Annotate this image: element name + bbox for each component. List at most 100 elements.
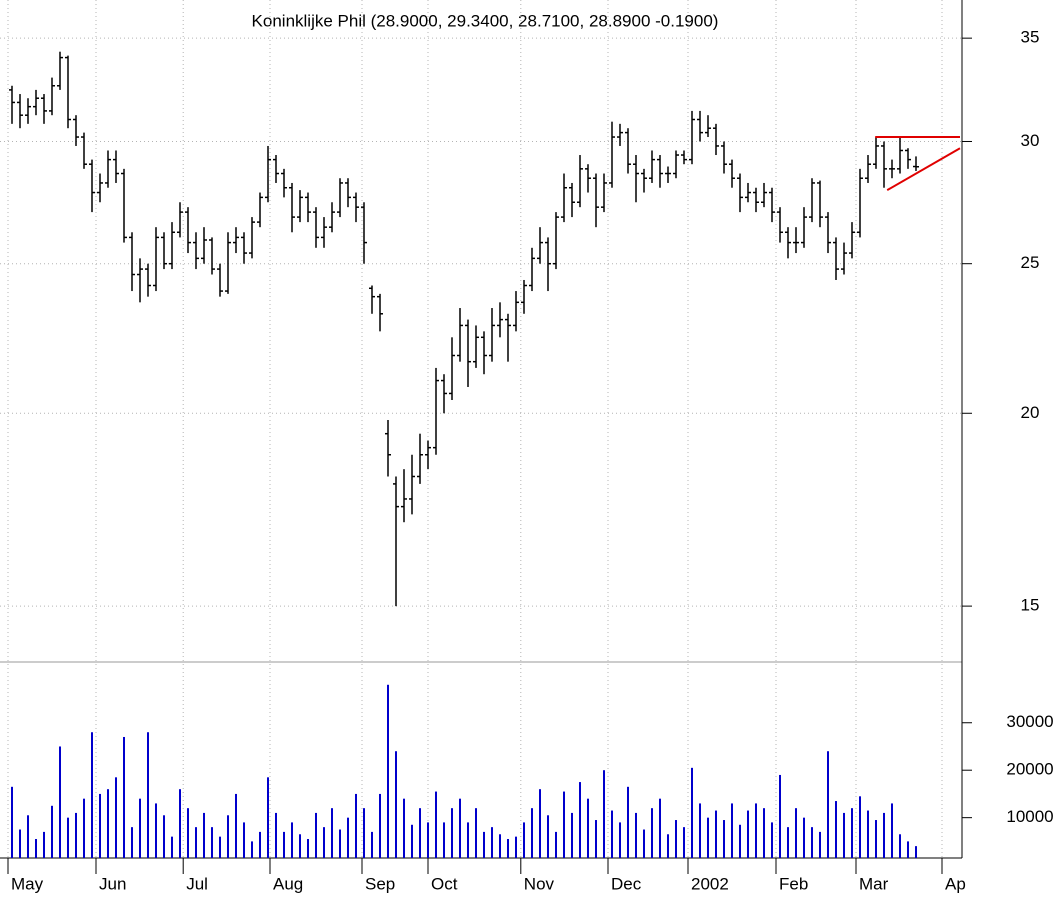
volume-bar	[851, 808, 853, 858]
volume-bar	[35, 839, 37, 858]
volume-bar	[587, 798, 589, 858]
volume-bar	[659, 798, 661, 858]
x-tick-label: Aug	[273, 874, 303, 893]
volume-bar	[483, 831, 485, 858]
volume-bar	[203, 812, 205, 858]
volume-bar	[643, 829, 645, 858]
volume-bar	[787, 827, 789, 858]
volume-bar	[627, 786, 629, 858]
volume-bar	[347, 817, 349, 858]
volume-bar	[531, 808, 533, 858]
volume-bar	[139, 798, 141, 858]
volume-bar	[795, 808, 797, 858]
volume-bar	[827, 751, 829, 858]
volume-bar	[771, 822, 773, 858]
volume-bar	[843, 812, 845, 858]
volume-bar	[867, 810, 869, 858]
volume-bar	[227, 815, 229, 858]
volume-bar	[371, 831, 373, 858]
volume-bar	[323, 827, 325, 858]
volume-bar	[11, 786, 13, 858]
volume-bar	[763, 808, 765, 858]
volume-bar	[723, 820, 725, 858]
volume-bar	[147, 732, 149, 858]
volume-bar	[811, 827, 813, 858]
volume-bar	[291, 822, 293, 858]
volume-bar	[731, 803, 733, 858]
volume-bar	[675, 820, 677, 858]
volume-bar	[459, 798, 461, 858]
volume-bar	[875, 820, 877, 858]
volume-bar	[611, 810, 613, 858]
volume-bar	[83, 798, 85, 858]
volume-bar	[27, 815, 29, 858]
volume-bar	[651, 808, 653, 858]
volume-bar	[211, 827, 213, 858]
y-tick-label: 10000	[1006, 807, 1053, 826]
volume-bar	[267, 777, 269, 858]
volume-bar	[899, 834, 901, 858]
volume-bar	[747, 810, 749, 858]
volume-bar	[243, 822, 245, 858]
volume-bar	[195, 827, 197, 858]
volume-bar	[907, 841, 909, 858]
x-tick-label: Jul	[186, 874, 208, 893]
x-tick-label: May	[11, 874, 44, 893]
volume-bar	[403, 798, 405, 858]
volume-bar	[819, 831, 821, 858]
volume-bar	[379, 793, 381, 858]
volume-bar	[699, 803, 701, 858]
volume-bar	[251, 841, 253, 858]
volume-bar	[475, 808, 477, 858]
volume-bar	[91, 732, 93, 858]
volume-bar	[891, 803, 893, 858]
volume-bar	[419, 808, 421, 858]
volume-bar	[123, 736, 125, 858]
volume-bar	[523, 822, 525, 858]
volume-bar	[715, 810, 717, 858]
volume-bar	[915, 846, 917, 858]
volume-bar	[603, 770, 605, 858]
volume-bar	[131, 827, 133, 858]
volume-bar	[235, 793, 237, 858]
y-tick-label: 35	[1021, 28, 1040, 47]
volume-bar	[283, 831, 285, 858]
volume-bar	[859, 796, 861, 858]
volume-bar	[691, 767, 693, 858]
volume-bar	[115, 777, 117, 858]
volume-bar	[339, 829, 341, 858]
volume-bar	[163, 815, 165, 858]
y-tick-label: 25	[1021, 253, 1040, 272]
volume-bar	[507, 839, 509, 858]
volume-bar	[259, 831, 261, 858]
volume-bar	[427, 822, 429, 858]
volume-bar	[179, 789, 181, 858]
volume-bar	[363, 808, 365, 858]
trendline	[886, 147, 961, 191]
volume-bar	[411, 824, 413, 858]
volume-bar	[99, 793, 101, 858]
volume-bar	[755, 803, 757, 858]
y-tick-label: 30	[1021, 131, 1040, 150]
volume-bar	[355, 793, 357, 858]
volume-bar	[171, 836, 173, 858]
volume-bar	[19, 829, 21, 858]
y-tick-label: 20000	[1006, 760, 1053, 779]
volume-bar	[187, 808, 189, 858]
volume-bar	[707, 817, 709, 858]
volume-bar	[107, 789, 109, 858]
volume-bar	[43, 831, 45, 858]
volume-bar	[539, 789, 541, 858]
volume-bar	[803, 817, 805, 858]
volume-bar	[75, 812, 77, 858]
volume-bar	[563, 791, 565, 858]
volume-bar	[67, 817, 69, 858]
x-tick-label: Oct	[431, 874, 458, 893]
volume-bar	[779, 774, 781, 858]
volume-bar	[491, 827, 493, 858]
volume-bar	[219, 836, 221, 858]
volume-bar	[555, 831, 557, 858]
x-tick-label: 2002	[691, 874, 729, 893]
volume-bar	[331, 808, 333, 858]
volume-bar	[387, 684, 389, 858]
